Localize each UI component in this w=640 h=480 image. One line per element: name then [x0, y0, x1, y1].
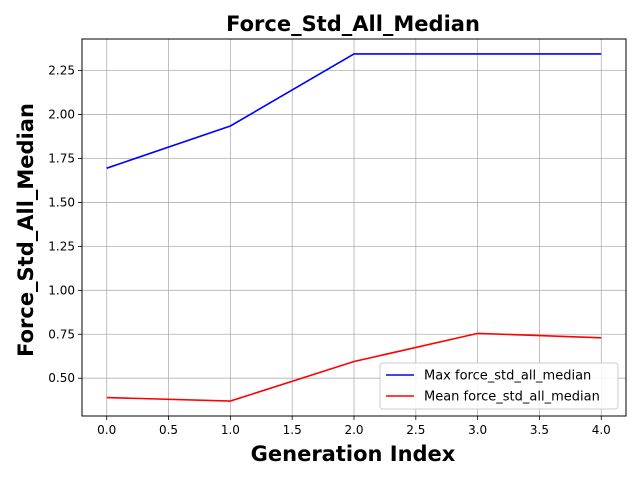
y-axis: 0.50 0.75 1.00 1.25 1.50 1.75 2.00 2.25	[48, 64, 82, 385]
y-tick-label: 2.00	[48, 108, 75, 122]
x-tick-label: 2.0	[344, 423, 363, 437]
y-tick-label: 1.00	[48, 283, 75, 297]
x-tick-label: 1.0	[221, 423, 240, 437]
legend: Max force_std_all_median Mean force_std_a…	[379, 362, 619, 410]
legend-box	[379, 362, 619, 410]
legend-label: Mean force_std_all_median	[424, 390, 600, 405]
grid	[82, 39, 626, 416]
x-tick-label: 0.0	[97, 423, 116, 437]
legend-label: Max force_std_all_median	[424, 369, 591, 384]
chart-title: Force_Std_All_Median	[226, 12, 480, 36]
x-tick-label: 2.5	[406, 423, 425, 437]
x-tick-label: 1.5	[283, 423, 302, 437]
x-axis: 0.0 0.5 1.0 1.5 2.0 2.5 3.0 3.5 4.0	[97, 416, 611, 437]
x-tick-label: 3.0	[468, 423, 487, 437]
x-tick-label: 0.5	[159, 423, 178, 437]
series-layer	[106, 53, 602, 402]
y-axis-label: Force_Std_All_Median	[14, 103, 38, 357]
y-tick-label: 1.25	[48, 239, 75, 253]
y-tick-label: 1.50	[48, 195, 75, 209]
y-tick-label: 1.75	[48, 152, 75, 166]
y-tick-label: 0.50	[48, 371, 75, 385]
y-tick-label: 0.75	[48, 327, 75, 341]
x-tick-label: 3.5	[530, 423, 549, 437]
y-tick-label: 2.25	[48, 64, 75, 78]
x-tick-label: 4.0	[592, 423, 611, 437]
x-axis-label: Generation Index	[251, 442, 456, 466]
